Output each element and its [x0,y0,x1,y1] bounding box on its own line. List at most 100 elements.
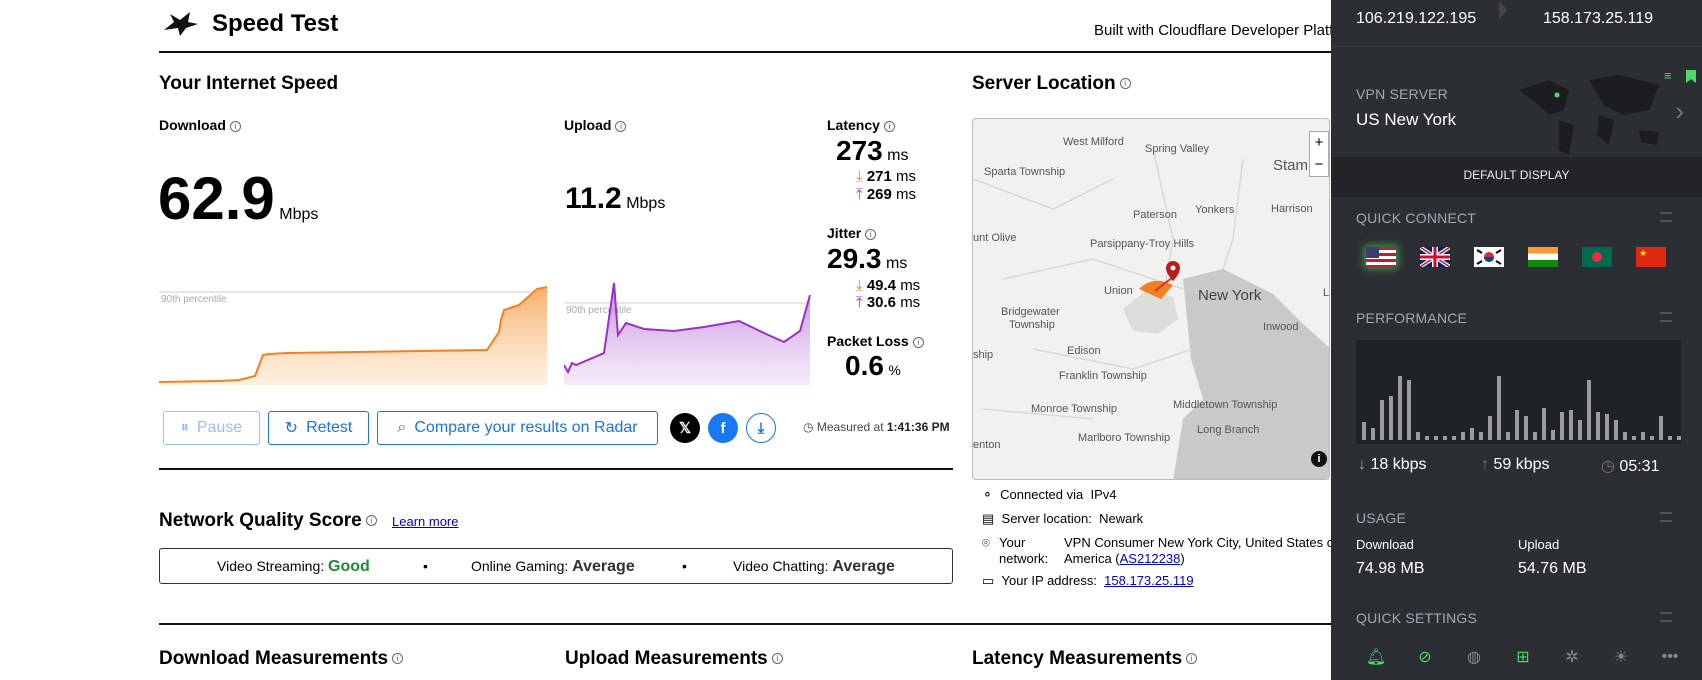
network-quality-title: Network Quality Score [159,510,362,531]
map-zoom-controls[interactable]: + − [1309,131,1329,177]
upload-measurements-title: Upload Measurements [565,648,768,669]
info-icon[interactable]: i [883,120,895,132]
id-card-icon: ▭ [982,573,995,588]
block-icon[interactable]: ⊘ [1418,649,1432,666]
performance-bar [1371,428,1375,440]
section-divider [159,623,1331,625]
chevron-right-icon[interactable]: › [1675,96,1684,126]
latency-measurements-title-wrap: Latency Measurements i [972,648,1198,670]
server-location-title-wrap: Server Location i [972,73,1131,95]
network-quality-box: Video Streaming: Good • Online Gaming: A… [159,548,953,584]
list-icon[interactable]: ≡ [1664,68,1672,83]
cn-flag-icon[interactable]: ★ [1636,247,1666,267]
latency-down: ⤓ 271 ms [856,168,917,185]
packet-loss-value: 0.6 [845,350,884,381]
drag-handle-icon[interactable] [1660,512,1672,522]
server-icon: ▤ [982,511,995,526]
world-map-icon [1519,75,1659,155]
performance-label: PERFORMANCE [1356,310,1468,326]
download-label: Download [159,117,226,133]
info-icon[interactable]: i [615,120,627,132]
info-icon[interactable]: i [771,653,783,665]
info-icon[interactable]: i [865,228,877,240]
header-divider [159,51,1331,53]
performance-bar [1641,432,1645,440]
performance-bar [1434,436,1438,440]
bug-icon[interactable]: ✲ [1565,649,1579,666]
jitter-down: ⤓ 49.4 ms [856,277,921,294]
performance-bar [1668,436,1672,440]
info-icon[interactable]: i [365,515,377,527]
performance-bar [1425,436,1429,440]
performance-bar [1461,432,1465,440]
upload-label: Upload [564,117,612,133]
latency-label: Latency [827,117,880,133]
bd-flag-icon[interactable] [1582,247,1612,267]
drag-handle-icon[interactable] [1660,212,1672,222]
performance-chart [1356,340,1681,444]
jitter-result: 29.3 ms [827,243,907,275]
download-arrow-icon: ⤓ [856,168,863,185]
divider [1331,46,1702,47]
learn-more-link[interactable]: Learn more [392,514,459,529]
compare-radar-button[interactable]: ⌕ Compare your results on Radar [377,411,658,445]
performance-bar [1677,436,1681,440]
latency-value: 273 [836,135,883,166]
performance-bar [1632,436,1636,440]
server-location-row: ▤ Server location: Newark [982,511,1144,526]
pause-button[interactable]: ⏸ Pause [163,411,260,445]
performance-bar [1614,420,1618,440]
asn-link[interactable]: AS212238 [1119,551,1181,566]
percentile-label: 90th percentile [566,305,632,316]
info-icon[interactable]: i [1119,78,1131,90]
latency-unit: ms [887,147,909,164]
performance-bar [1605,414,1609,440]
performance-bar [1380,400,1384,440]
drag-handle-icon[interactable] [1660,312,1672,322]
us-flag-icon[interactable] [1366,247,1396,267]
ip-address-row: ▭ Your IP address: 158.173.25.119 [982,573,1194,588]
upload-chart: 90th percentile [564,282,811,385]
download-result: 62.9 Mbps [158,164,318,233]
jitter-value: 29.3 [827,243,882,274]
upload-arrow-icon: ⤒ [856,186,863,203]
performance-bar [1443,436,1447,440]
info-icon[interactable]: i [1186,653,1198,665]
usage-download-label: Download [1356,537,1414,552]
facebook-share-icon[interactable]: f [708,413,738,443]
performance-bar [1560,412,1564,440]
kr-flag-icon[interactable] [1474,247,1504,267]
quick-connect-label: QUICK CONNECT [1356,210,1477,226]
ip-address-link[interactable]: 158.173.25.119 [1104,573,1194,588]
drag-handle-icon[interactable] [1660,612,1672,622]
globe-icon[interactable]: ◍ [1467,649,1481,666]
vpn-server-value[interactable]: US New York [1356,110,1457,129]
download-value: 62.9 [158,165,275,232]
server-map[interactable]: West Milford Spring Valley Stam Sparta T… [972,118,1330,480]
map-info-icon[interactable]: i [1311,451,1327,467]
packet-loss-result: 0.6 % [845,350,901,382]
uk-flag-icon[interactable] [1418,245,1452,269]
info-icon[interactable]: i [392,653,404,665]
arrow-up-icon: ↑ [1481,456,1489,473]
performance-bar [1533,432,1537,440]
performance-bar [1569,410,1573,440]
info-icon[interactable]: i [229,120,241,132]
default-display-button[interactable]: DEFAULT DISPLAY [1331,157,1702,197]
performance-bar [1452,436,1456,440]
info-icon[interactable]: i [912,336,924,348]
bell-icon[interactable]: 🔔︎ [1365,649,1387,666]
download-results-icon[interactable]: ⤓ [746,413,776,443]
map-pin-icon [1139,261,1180,299]
more-icon[interactable]: ••• [1661,648,1679,665]
in-flag-icon[interactable] [1528,247,1558,267]
latency-measurements-title: Latency Measurements [972,648,1183,669]
bookmark-icon[interactable] [1686,70,1696,83]
bulb-icon[interactable]: ☀ [1613,649,1629,666]
server-location-title: Server Location [972,73,1116,94]
x-share-icon[interactable]: 𝕏 [670,413,700,443]
retest-button[interactable]: ↻ Retest [268,411,369,445]
performance-bar [1407,380,1411,440]
network-icon[interactable]: ⊞ [1516,649,1530,666]
video-streaming-score: Video Streaming: Good [217,558,370,575]
